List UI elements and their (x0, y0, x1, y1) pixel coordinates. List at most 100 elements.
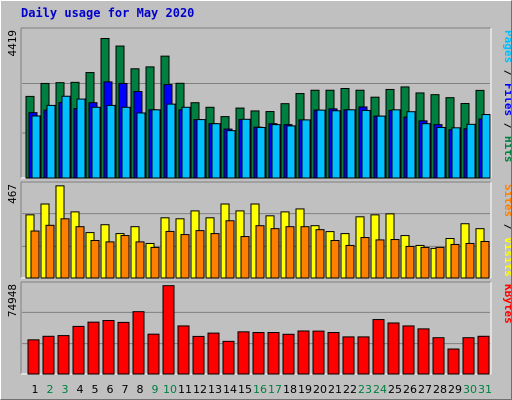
legend-part: Files (502, 83, 511, 116)
legend-part: Hits (502, 136, 511, 163)
bar-kbytes (132, 311, 145, 375)
x-tick-label: 19 (298, 383, 312, 396)
bar-sites (240, 236, 250, 279)
x-tick-label: 17 (268, 383, 282, 396)
bar-kbytes (432, 337, 445, 375)
x-tick-label: 4 (77, 383, 84, 396)
bar-sites (30, 230, 40, 279)
x-tick-label: 24 (373, 383, 387, 396)
x-tick-label: 23 (358, 383, 372, 396)
x-tick-label: 3 (62, 383, 69, 396)
bar-pages (121, 106, 131, 179)
bar-sites (450, 243, 460, 279)
bar-kbytes (192, 335, 205, 375)
x-tick-label: 12 (193, 383, 207, 396)
bar-kbytes (57, 335, 70, 375)
x-tick-label: 10 (163, 383, 177, 396)
x-tick-label: 29 (448, 383, 462, 396)
bar-sites (420, 246, 430, 279)
bar-pages (91, 106, 101, 179)
bar-pages (196, 119, 206, 179)
x-tick-label: 5 (92, 383, 99, 396)
bar-kbytes (207, 332, 220, 375)
bar-sites (210, 233, 220, 279)
legend-part: Visits (502, 237, 511, 277)
bar-pages (271, 124, 281, 179)
y-max-label: 467 (6, 184, 19, 204)
series-legend-label: Pages / Files / Hits (502, 30, 511, 163)
bar-sites (120, 235, 130, 279)
x-tick-label: 15 (238, 383, 252, 396)
legend-part: Pages (502, 30, 511, 63)
bar-kbytes (357, 336, 370, 375)
x-tick-label: 7 (122, 383, 129, 396)
bar-pages (181, 106, 191, 179)
x-tick-label: 9 (152, 383, 159, 396)
bar-kbytes (372, 319, 385, 375)
bar-sites (150, 246, 160, 279)
legend-part: KBytes (502, 284, 511, 324)
bar-pages (106, 104, 116, 179)
bar-kbytes (342, 336, 355, 375)
y-max-label: 74948 (6, 284, 19, 317)
bar-pages (376, 115, 386, 179)
bar-pages (166, 103, 176, 179)
bar-sites (60, 218, 70, 279)
bar-sites (45, 224, 55, 279)
bar-kbytes (282, 333, 295, 375)
bar-kbytes (117, 321, 130, 375)
panel-hits-files-pages: 4419 Pages / Files / Hits (6, 27, 511, 179)
bar-kbytes (402, 325, 415, 375)
bar-kbytes (222, 340, 235, 375)
x-tick-label: 21 (328, 383, 342, 396)
bar-kbytes (297, 330, 310, 375)
bar-sites (255, 225, 265, 279)
x-tick-label: 25 (388, 383, 402, 396)
bar-pages (136, 112, 146, 179)
bar-kbytes (327, 332, 340, 375)
panel-kbytes: 74948 KBytes (6, 281, 511, 375)
bar-kbytes (102, 319, 115, 375)
y-max-label: 4419 (6, 30, 19, 57)
bar-sites (360, 237, 370, 279)
bar-kbytes (162, 285, 175, 375)
bar-pages (286, 125, 296, 179)
bar-sites (390, 239, 400, 279)
bar-sites (270, 228, 280, 279)
bar-sites (465, 242, 475, 279)
bar-pages (211, 123, 221, 179)
bar-sites (405, 245, 415, 279)
bar-pages (331, 110, 341, 179)
bar-pages (466, 123, 476, 179)
chart-title: Daily usage for May 2020 (21, 6, 195, 20)
bar-pages (406, 111, 416, 179)
bar-pages (361, 109, 371, 179)
bar-sites (315, 229, 325, 279)
bar-pages (436, 126, 446, 179)
bar-sites (75, 226, 85, 279)
legend-part: / (502, 217, 511, 237)
x-tick-label: 2 (47, 383, 54, 396)
x-tick-label: 8 (137, 383, 144, 396)
bar-kbytes (72, 325, 85, 375)
bar-pages (316, 109, 326, 179)
bar-sites (105, 241, 115, 279)
series-legend-label: KBytes (502, 284, 511, 324)
bar-kbytes (42, 335, 55, 375)
bar-sites (195, 230, 205, 279)
x-tick-label: 26 (403, 383, 417, 396)
bar-kbytes (417, 328, 430, 375)
x-tick-label: 30 (463, 383, 477, 396)
x-tick-label: 31 (478, 383, 492, 396)
x-tick-label: 11 (178, 383, 192, 396)
bar-sites (165, 230, 175, 279)
x-tick-label: 14 (223, 383, 237, 396)
bar-pages (481, 114, 491, 179)
bar-sites (480, 240, 490, 279)
bar-sites (345, 244, 355, 279)
bar-pages (31, 115, 41, 179)
x-tick-label: 28 (433, 383, 447, 396)
bar-sites (225, 220, 235, 279)
